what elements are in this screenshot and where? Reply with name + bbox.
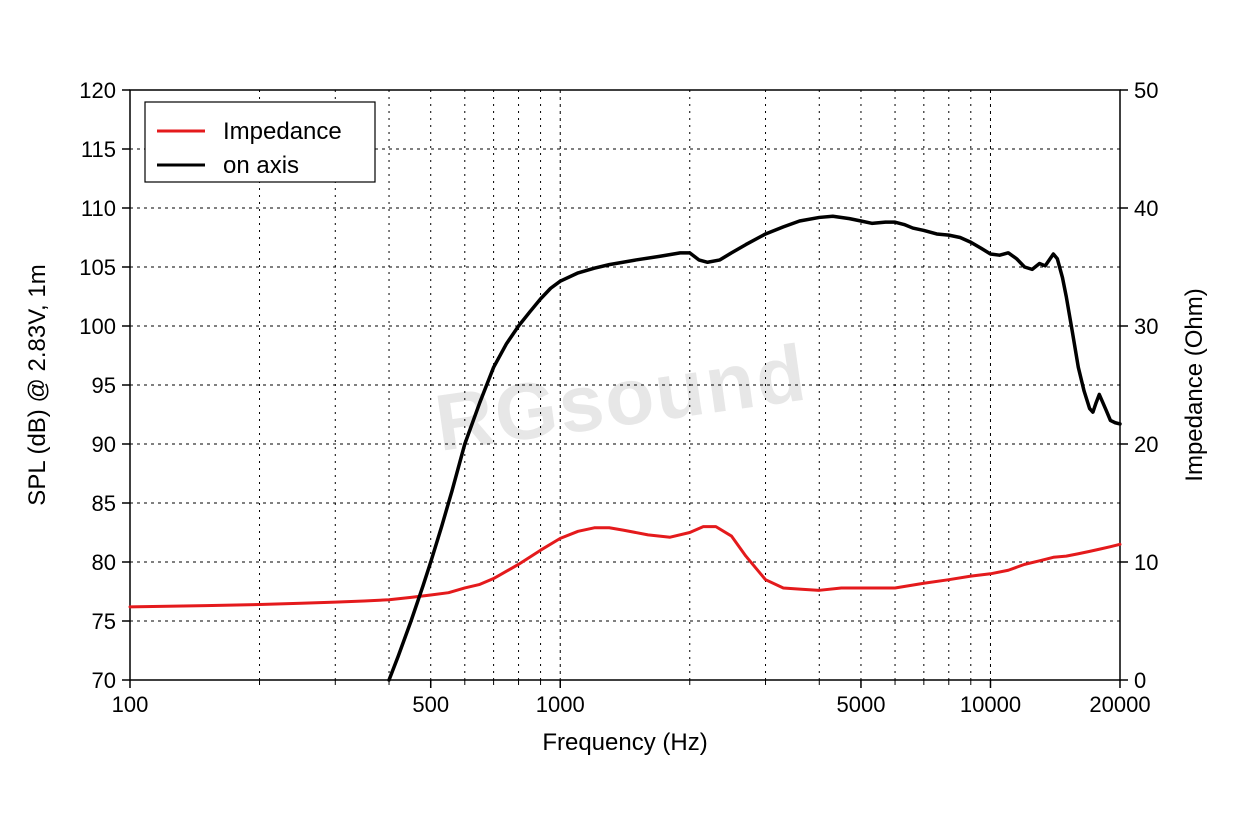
yleft-tick-label: 100: [79, 314, 116, 339]
x-tick-label: 100: [112, 692, 149, 717]
legend-item-label: on axis: [223, 152, 299, 179]
yright-tick-label: 0: [1134, 668, 1146, 693]
yleft-tick-label: 120: [79, 78, 116, 103]
yright-tick-label: 50: [1134, 78, 1158, 103]
yleft-tick-label: 75: [92, 609, 116, 634]
x-tick-label: 5000: [836, 692, 885, 717]
yleft-tick-label: 85: [92, 491, 116, 516]
yright-tick-label: 30: [1134, 314, 1158, 339]
yright-tick-label: 40: [1134, 196, 1158, 221]
legend-item-label: Impedance: [223, 118, 342, 145]
yleft-tick-label: 80: [92, 550, 116, 575]
x-axis-label: Frequency (Hz): [542, 729, 707, 756]
x-tick-label: 20000: [1089, 692, 1150, 717]
y-right-axis-label: Impedance (Ohm): [1181, 288, 1208, 481]
yleft-tick-label: 70: [92, 668, 116, 693]
y-left-axis-label: SPL (dB) @ 2.83V, 1m: [24, 264, 51, 505]
yleft-tick-label: 90: [92, 432, 116, 457]
yright-tick-label: 20: [1134, 432, 1158, 457]
chart-svg: RGsound707580859095100105110115120010203…: [0, 0, 1260, 840]
x-tick-label: 10000: [960, 692, 1021, 717]
yleft-tick-label: 95: [92, 373, 116, 398]
yleft-tick-label: 115: [81, 137, 116, 162]
x-tick-label: 1000: [536, 692, 585, 717]
yright-tick-label: 10: [1134, 550, 1158, 575]
x-tick-label: 500: [412, 692, 449, 717]
yleft-tick-label: 110: [81, 196, 116, 221]
yleft-tick-label: 105: [79, 255, 116, 280]
chart-container: RGsound707580859095100105110115120010203…: [0, 0, 1260, 840]
